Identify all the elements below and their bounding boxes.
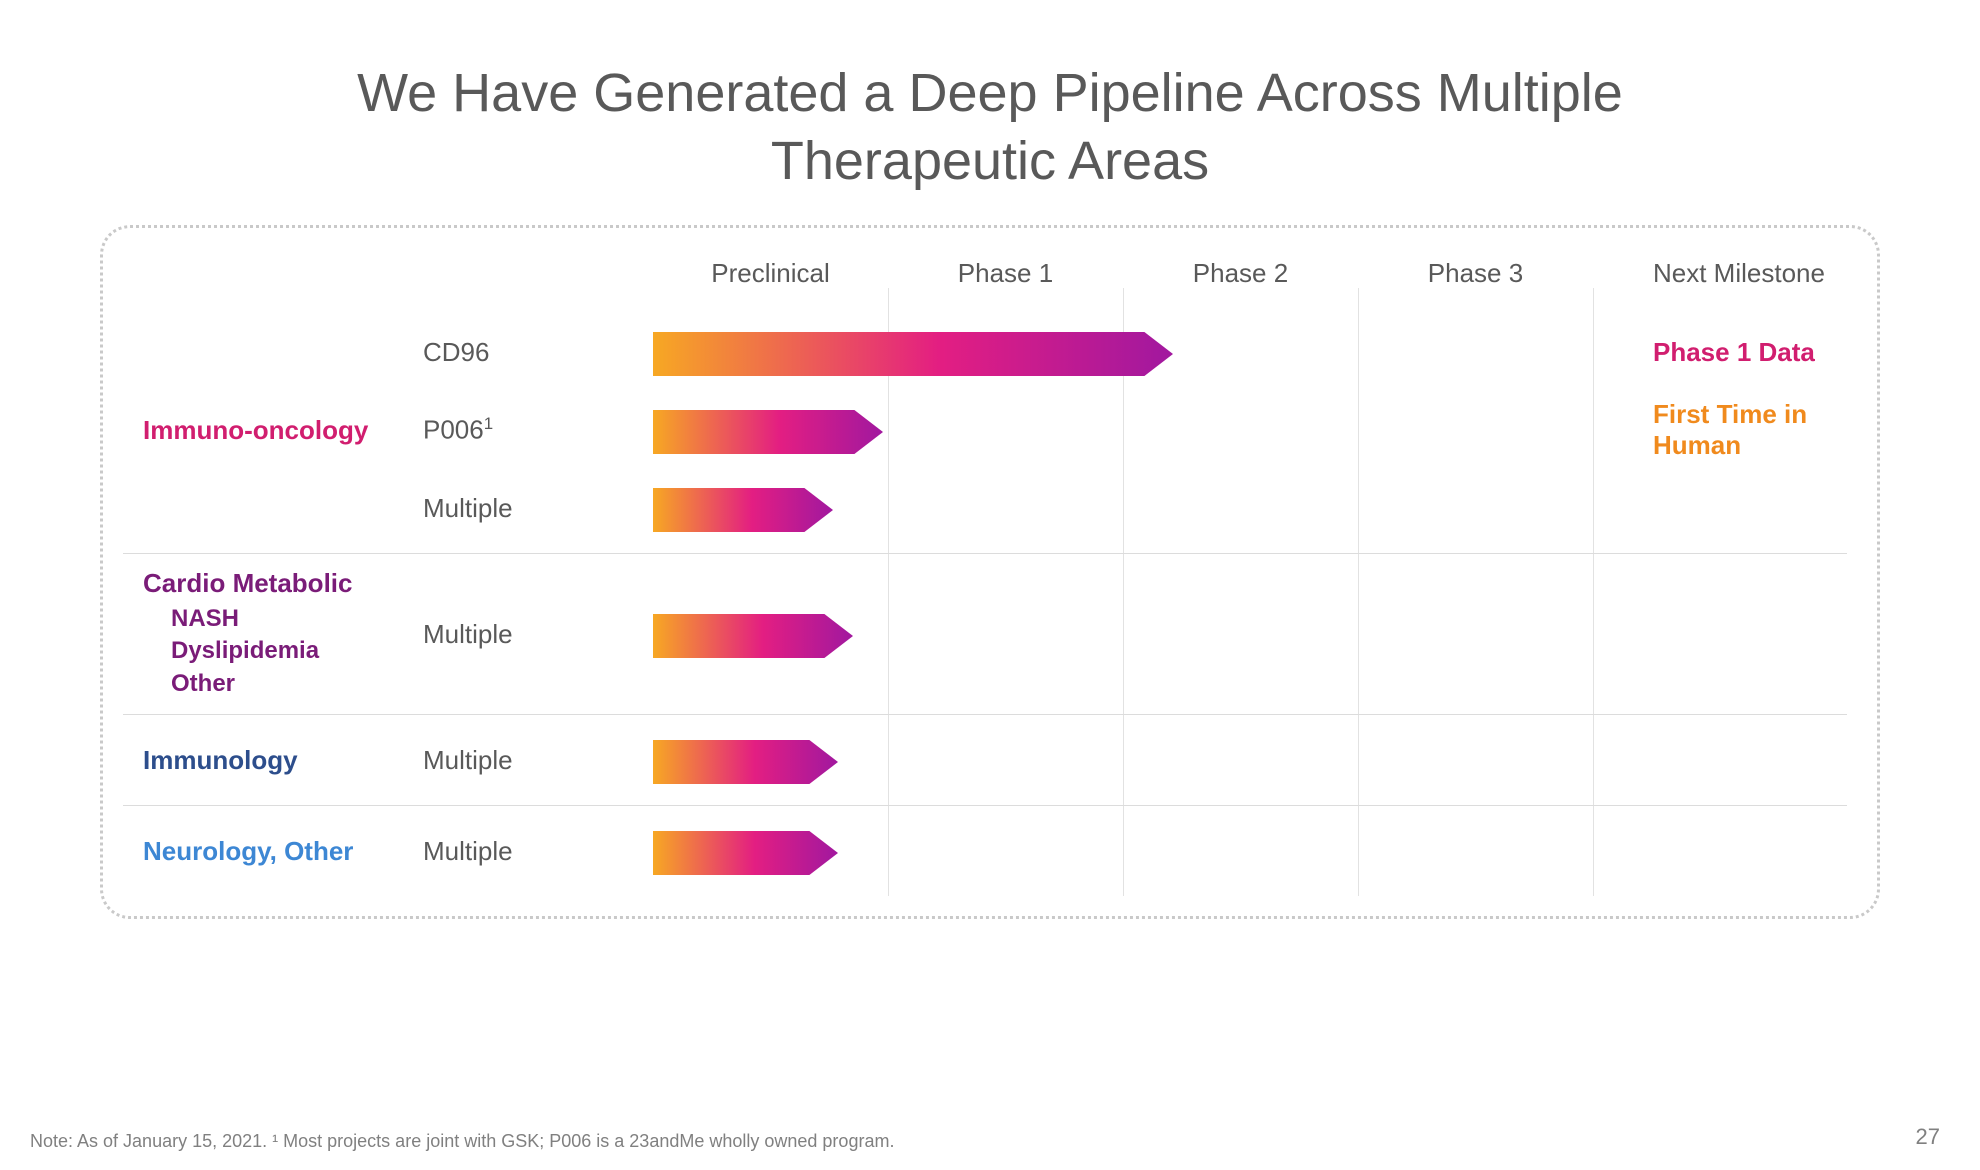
page-number: 27: [1916, 1124, 1940, 1150]
program-label: Multiple: [423, 745, 653, 776]
pipeline-row: CD96 Phase 1 Data: [123, 313, 1847, 391]
slide-title: We Have Generated a Deep Pipeline Across…: [240, 60, 1740, 195]
program-label: P0061: [423, 414, 653, 446]
footnote: Note: As of January 15, 2021. ¹ Most pro…: [30, 1131, 894, 1152]
slide: We Have Generated a Deep Pipeline Across…: [0, 0, 1980, 1170]
category-label: Immunology: [123, 745, 423, 776]
progress-arrow-icon: [653, 410, 883, 454]
phase-header-row: PreclinicalPhase 1Phase 2Phase 3Next Mil…: [653, 248, 1847, 307]
progress-cell: [653, 823, 1593, 879]
progress-cell: [653, 324, 1593, 380]
phase-column-header: Phase 2: [1123, 258, 1358, 289]
pipeline-row: Neurology, OtherMultiple: [123, 812, 1847, 890]
category-block: Cardio Metabolic NASHDyslipidemiaOther: [123, 568, 423, 700]
program-label: Multiple: [423, 619, 653, 650]
therapeutic-area-group: CD96 Phase 1 Data Immuno-oncologyP0061 Firs…: [123, 307, 1847, 553]
milestone-label: First Time in Human: [1593, 399, 1847, 461]
progress-cell: [653, 480, 1593, 536]
phase-column-header: Preclinical: [653, 258, 888, 289]
category-label: Immuno-oncology: [123, 415, 423, 446]
milestone-label: Phase 1 Data: [1593, 337, 1847, 368]
phase-column-header: Phase 1: [888, 258, 1123, 289]
pipeline-row: ImmunologyMultiple: [123, 721, 1847, 799]
phase-column-header: Phase 3: [1358, 258, 1593, 289]
progress-arrow-icon: [653, 332, 1173, 376]
progress-arrow-icon: [653, 831, 838, 875]
progress-arrow-icon: [653, 740, 838, 784]
pipeline-rows: CD96 Phase 1 Data Immuno-oncologyP0061 Firs…: [123, 307, 1847, 896]
phase-column-header: Next Milestone: [1593, 258, 1847, 289]
pipeline-row: Multiple: [123, 469, 1847, 547]
category-subtext: NASHDyslipidemiaOther: [143, 603, 403, 700]
progress-cell: [653, 402, 1593, 458]
program-label: Multiple: [423, 836, 653, 867]
therapeutic-area-group: Cardio Metabolic NASHDyslipidemiaOther Mul…: [123, 554, 1847, 714]
program-label: CD96: [423, 337, 653, 368]
category-label: Neurology, Other: [123, 836, 423, 867]
therapeutic-area-group: ImmunologyMultiple: [123, 715, 1847, 805]
program-label: Multiple: [423, 493, 653, 524]
pipeline-row: Cardio Metabolic NASHDyslipidemiaOther Mul…: [123, 568, 1847, 700]
progress-cell: [653, 606, 1593, 662]
category-label: Cardio Metabolic: [143, 568, 423, 599]
pipeline-panel: PreclinicalPhase 1Phase 2Phase 3Next Mil…: [100, 225, 1880, 919]
therapeutic-area-group: Neurology, OtherMultiple: [123, 806, 1847, 896]
progress-arrow-icon: [653, 488, 833, 532]
progress-cell: [653, 732, 1593, 788]
progress-arrow-icon: [653, 614, 853, 658]
pipeline-row: Immuno-oncologyP0061 First Time in Human: [123, 391, 1847, 469]
